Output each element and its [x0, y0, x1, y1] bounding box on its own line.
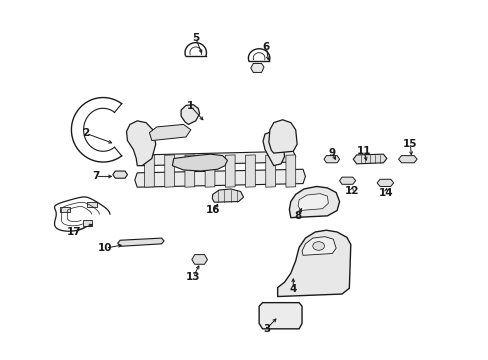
Text: 1: 1: [187, 102, 194, 112]
Polygon shape: [324, 156, 339, 163]
Polygon shape: [263, 132, 284, 166]
Bar: [60, 207, 70, 212]
Polygon shape: [181, 105, 199, 125]
Polygon shape: [164, 155, 174, 187]
Polygon shape: [259, 303, 302, 329]
Polygon shape: [113, 171, 127, 178]
Text: 6: 6: [262, 42, 269, 52]
Circle shape: [312, 242, 324, 250]
Text: 10: 10: [98, 243, 113, 253]
Polygon shape: [250, 63, 264, 72]
Text: 13: 13: [185, 272, 200, 282]
Polygon shape: [126, 121, 156, 166]
Polygon shape: [225, 155, 235, 187]
Bar: [82, 220, 92, 226]
Polygon shape: [285, 155, 295, 187]
Polygon shape: [172, 154, 227, 171]
Polygon shape: [144, 155, 154, 187]
Text: 12: 12: [344, 186, 358, 196]
Text: 15: 15: [402, 139, 417, 149]
Polygon shape: [149, 125, 190, 140]
Text: 7: 7: [92, 171, 99, 181]
Polygon shape: [212, 189, 243, 202]
Text: 2: 2: [82, 129, 89, 138]
Text: 14: 14: [378, 188, 392, 198]
Polygon shape: [268, 120, 297, 153]
Bar: [87, 202, 97, 207]
Text: 9: 9: [328, 148, 335, 158]
Polygon shape: [140, 151, 295, 166]
Polygon shape: [289, 186, 339, 218]
Polygon shape: [352, 154, 386, 164]
Text: 16: 16: [205, 206, 220, 216]
Polygon shape: [298, 194, 328, 211]
Polygon shape: [118, 238, 163, 246]
Text: 4: 4: [289, 284, 296, 294]
Polygon shape: [205, 155, 214, 187]
Text: 17: 17: [66, 227, 81, 237]
Text: 8: 8: [294, 211, 301, 221]
Polygon shape: [302, 237, 335, 255]
Polygon shape: [339, 177, 355, 184]
Polygon shape: [265, 155, 275, 187]
Polygon shape: [191, 255, 207, 264]
Text: 3: 3: [262, 324, 269, 334]
Text: 5: 5: [192, 33, 199, 43]
Polygon shape: [245, 155, 255, 187]
Polygon shape: [135, 169, 305, 187]
Polygon shape: [376, 179, 393, 186]
Polygon shape: [398, 156, 416, 163]
Polygon shape: [277, 230, 350, 297]
Text: 11: 11: [356, 146, 370, 156]
Polygon shape: [184, 155, 194, 187]
